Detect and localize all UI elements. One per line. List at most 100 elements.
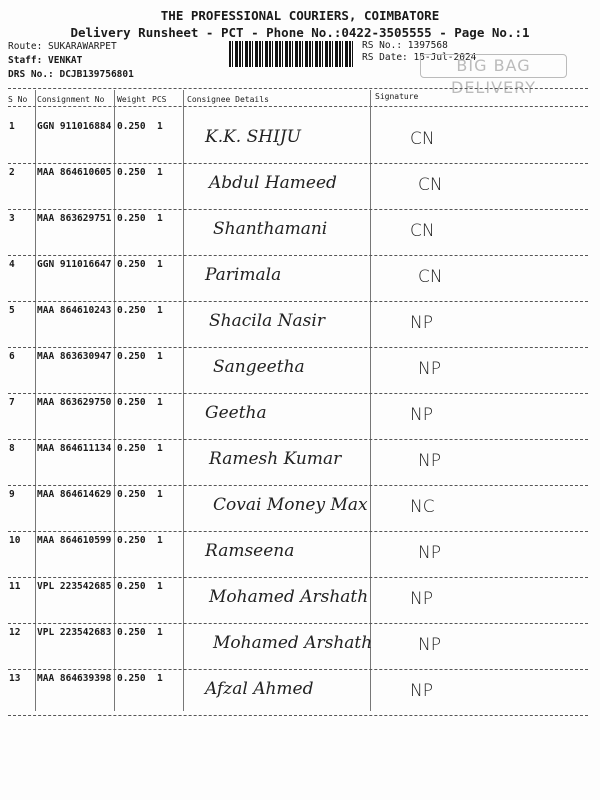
row-signature-handwritten: NP [410, 313, 433, 333]
row-pcs: 1 [157, 259, 163, 270]
rs-number: RS No.: 1397568 [362, 40, 448, 51]
row-consignment-no: VPL 223542685 [37, 581, 112, 592]
row-sno: 4 [9, 259, 15, 270]
row-consignee-handwritten: Geetha [205, 403, 267, 423]
row-consignee-handwritten: Afzal Ahmed [205, 679, 314, 699]
row-weight: 0.250 [117, 489, 146, 500]
row-consignment-no: MAA 864614629 [37, 489, 112, 500]
row-sno: 6 [9, 351, 15, 362]
row-consignee-handwritten: Abdul Hameed [209, 173, 337, 193]
row-consignment-no: MAA 863630947 [37, 351, 112, 362]
row-signature-handwritten: CN [410, 221, 435, 241]
company-title: THE PROFESSIONAL COURIERS, COIMBATORE [160, 8, 440, 23]
row-sno: 11 [9, 581, 21, 592]
row-consignee-handwritten: Mohamed Arshath [213, 633, 373, 653]
row-consignee-handwritten: K.K. SHIJU [205, 127, 301, 147]
row-signature-handwritten: NP [410, 589, 433, 609]
row-consignment-no: VPL 223542683 [37, 627, 112, 638]
column-line [35, 90, 36, 711]
row-sno: 8 [9, 443, 15, 454]
row-pcs: 1 [157, 581, 163, 592]
row-consignment-no: MAA 863629751 [37, 213, 112, 224]
row-pcs: 1 [157, 443, 163, 454]
row-signature-handwritten: CN [418, 175, 443, 195]
row-consignment-no: GGN 911016647 [37, 259, 112, 270]
row-sno: 3 [9, 213, 15, 224]
row-consignee-handwritten: Shacila Nasir [209, 311, 325, 331]
row-divider [8, 715, 588, 716]
row-weight: 0.250 [117, 397, 146, 408]
column-line [183, 90, 184, 711]
column-line [370, 90, 371, 711]
row-divider [8, 439, 588, 440]
row-sno: 10 [9, 535, 21, 546]
row-signature-handwritten: CN [410, 129, 435, 149]
row-pcs: 1 [157, 397, 163, 408]
row-consignee-handwritten: Ramesh Kumar [209, 449, 342, 469]
staff: Staff: VENKAT [8, 55, 83, 66]
row-weight: 0.250 [117, 535, 146, 546]
row-divider [8, 393, 588, 394]
route: Route: SUKARAWARPET [8, 41, 117, 52]
drs-number: DRS No.: DCJB139756801 [8, 69, 134, 80]
row-consignment-no: MAA 864610599 [37, 535, 112, 546]
row-signature-handwritten: NP [418, 635, 441, 655]
row-signature-handwritten: NP [418, 543, 441, 563]
row-pcs: 1 [157, 535, 163, 546]
row-divider [8, 531, 588, 532]
row-pcs: 1 [157, 213, 163, 224]
col-consignment: Consignment No [37, 95, 105, 104]
row-pcs: 1 [157, 351, 163, 362]
row-consignee-handwritten: Sangeetha [213, 357, 305, 377]
col-consignee: Consignee Details [187, 95, 269, 104]
column-line [114, 90, 115, 711]
row-sno: 1 [9, 121, 15, 132]
row-consignee-handwritten: Parimala [205, 265, 282, 285]
row-pcs: 1 [157, 627, 163, 638]
col-weight: Weight [117, 95, 146, 104]
row-consignment-no: MAA 864610605 [37, 167, 112, 178]
big-bag-delivery-stamp: BIG BAG DELIVERY [420, 54, 567, 97]
row-consignee-handwritten: Ramseena [205, 541, 295, 561]
row-consignment-no: MAA 863629750 [37, 397, 112, 408]
row-sno: 7 [9, 397, 15, 408]
row-divider [8, 255, 588, 256]
runsheet-subtitle: Delivery Runsheet - PCT - Phone No.:0422… [70, 25, 530, 40]
divider [8, 106, 588, 107]
col-signature: Signature [375, 92, 419, 101]
row-consignee-handwritten: Shanthamani [213, 219, 328, 239]
row-weight: 0.250 [117, 121, 146, 132]
row-sno: 9 [9, 489, 15, 500]
row-pcs: 1 [157, 305, 163, 316]
row-consignee-handwritten: Mohamed Arshath [209, 587, 369, 607]
row-sno: 12 [9, 627, 21, 638]
row-sno: 5 [9, 305, 15, 316]
row-consignment-no: MAA 864639398 [37, 673, 112, 684]
row-weight: 0.250 [117, 213, 146, 224]
row-pcs: 1 [157, 489, 163, 500]
divider [8, 88, 588, 89]
row-weight: 0.250 [117, 351, 146, 362]
row-divider [8, 209, 588, 210]
rs-date: RS Date: 15-Jul-2024 [362, 52, 477, 63]
row-weight: 0.250 [117, 443, 146, 454]
row-consignment-no: MAA 864611134 [37, 443, 112, 454]
row-divider [8, 623, 588, 624]
row-pcs: 1 [157, 673, 163, 684]
row-divider [8, 301, 588, 302]
row-sno: 13 [9, 673, 21, 684]
row-signature-handwritten: CN [418, 267, 443, 287]
row-divider [8, 347, 588, 348]
row-divider [8, 485, 588, 486]
row-sno: 2 [9, 167, 15, 178]
row-weight: 0.250 [117, 627, 146, 638]
row-signature-handwritten: NP [410, 405, 433, 425]
row-pcs: 1 [157, 167, 163, 178]
row-weight: 0.250 [117, 305, 146, 316]
col-sno: S No [8, 95, 28, 104]
row-divider [8, 163, 588, 164]
row-consignee-handwritten: Covai Money Max [213, 495, 368, 515]
row-divider [8, 669, 588, 670]
row-weight: 0.250 [117, 167, 146, 178]
